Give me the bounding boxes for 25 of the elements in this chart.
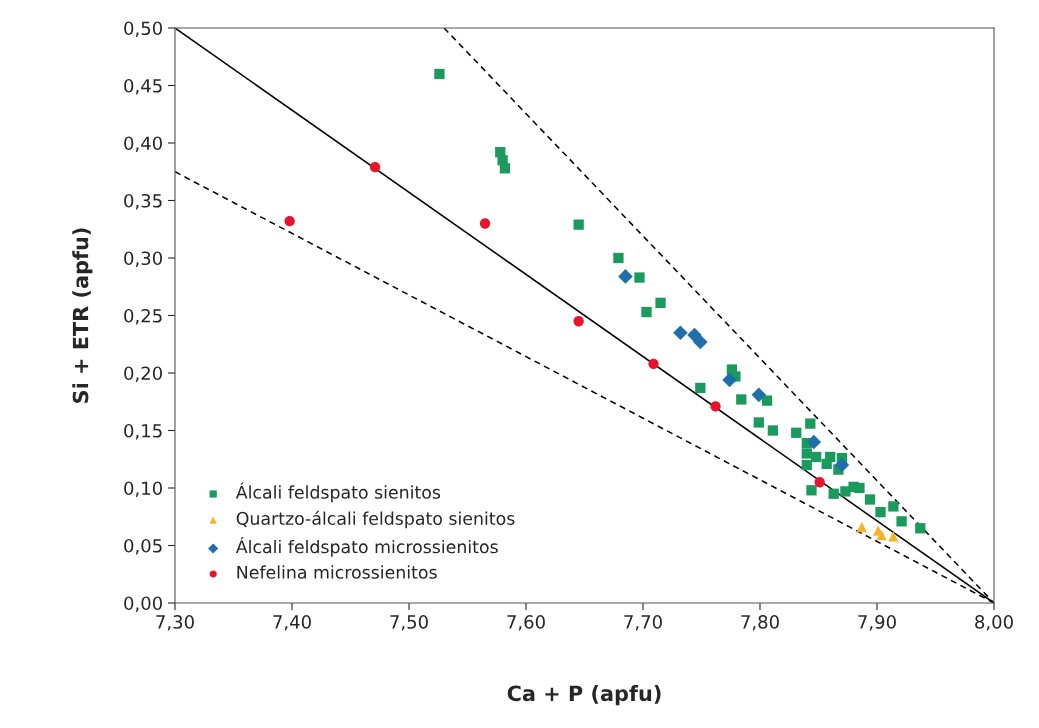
legend-label: Álcali feldspato microssienitos (235, 537, 498, 557)
y-axis-title: Si + ETR (apfu) (72, 228, 93, 403)
legend-label: Nefelina microssienitos (237, 565, 437, 579)
x-tick-label: 7,60 (507, 615, 545, 631)
x-tick-label: 7,90 (858, 615, 896, 631)
y-tick-label: 0,35 (124, 193, 162, 210)
x-tick-label: 7,70 (624, 615, 662, 631)
y-tick-label: 0,30 (124, 251, 162, 267)
y-tick-label: 0,00 (124, 596, 162, 612)
x-axis-title: Ca + P (apfu) (507, 685, 661, 706)
y-tick-label: 0,25 (124, 308, 162, 325)
y-tick-label: 0,50 (124, 21, 162, 37)
y-tick-label: 0,10 (124, 481, 162, 497)
x-tick-label: 7,50 (390, 615, 428, 631)
x-tick-label: 8,00 (975, 615, 1013, 631)
legend-label: Quartzo-álcali feldspato sienitos (236, 510, 515, 529)
y-tick-label: 0,15 (124, 423, 162, 440)
y-tick-label: 0,45 (124, 78, 162, 95)
y-tick-label: 0,40 (124, 136, 162, 152)
legend-label: Álcali feldspato sienitos (235, 482, 441, 503)
x-tick-label: 7,80 (741, 615, 779, 631)
y-tick-label: 0,20 (124, 366, 162, 382)
y-tick-label: 0,05 (124, 538, 162, 555)
x-tick-label: 7,40 (273, 615, 311, 631)
x-tick-label: 7,30 (156, 615, 194, 631)
